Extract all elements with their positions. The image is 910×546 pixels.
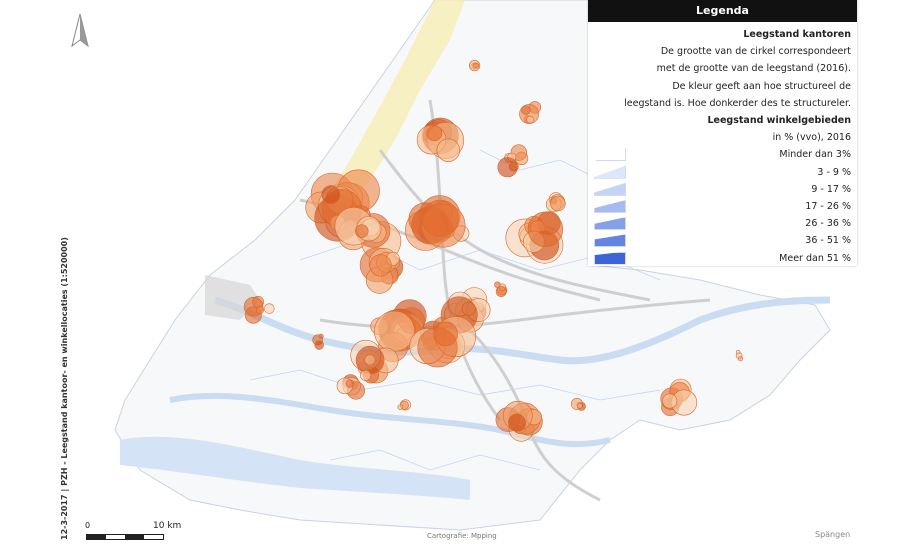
office-vacancy-circle	[314, 340, 324, 350]
office-vacancy-circle	[364, 354, 376, 366]
map-caption: 12-3-2017 | PZH - Leegstand kantoor- en …	[60, 237, 69, 540]
shops-unit: in % (vvo), 2016	[772, 132, 851, 144]
legend-swatch	[594, 251, 626, 265]
office-vacancy-circle	[495, 286, 507, 297]
office-vacancy-circle	[473, 62, 479, 69]
legend-class-label: Minder dan 3%	[779, 149, 851, 161]
offices-desc-line: De grootte van de cirkel correspondeert	[660, 46, 851, 58]
scale-label-ten: 10 km	[153, 521, 182, 531]
legend-swatch	[594, 199, 626, 213]
legend-swatch	[594, 217, 626, 231]
office-vacancy-circle	[521, 105, 531, 115]
river-oude-maas	[169, 392, 611, 448]
office-vacancy-circle	[662, 393, 678, 409]
office-vacancy-circle	[737, 356, 744, 362]
office-vacancy-circle	[374, 310, 415, 352]
legend-panel: Legenda Leegstand kantoren De grootte va…	[588, 0, 857, 266]
legend-class-label: Meer dan 51 %	[779, 252, 851, 264]
north-arrow-icon	[71, 13, 89, 48]
office-vacancy-circle	[436, 138, 460, 162]
office-vacancy-circle	[576, 402, 583, 409]
brand-logo: Spängen	[815, 530, 851, 539]
legend-class-label: 36 - 51 %	[805, 235, 851, 247]
legend-swatch	[594, 234, 626, 248]
offices-heading: Leegstand kantoren	[743, 29, 851, 40]
offices-desc-line: leegstand is. Hoe donkerder des te struc…	[624, 97, 851, 109]
dune-strip	[325, 0, 465, 210]
office-vacancy-circle	[369, 254, 392, 277]
province-land	[114, 0, 831, 531]
office-vacancy-circle	[433, 321, 458, 347]
office-vacancy-circle	[397, 404, 404, 411]
office-vacancy-circle	[355, 224, 369, 238]
legend-class-row: Meer dan 51 %	[594, 250, 851, 267]
legend-class-row: 36 - 51 %	[594, 232, 851, 249]
scale-bar	[86, 534, 164, 540]
legend-classes: Minder dan 3% 3 - 9 % 9 - 17 % 17 - 26 % 26 …	[594, 146, 851, 266]
legend-class-row: Minder dan 3%	[594, 146, 851, 163]
office-vacancy-circle	[421, 199, 459, 237]
legend-class-label: 9 - 17 %	[811, 183, 851, 195]
legend-swatch	[594, 148, 626, 162]
office-vacancy-circle	[526, 115, 534, 124]
office-vacancy-circle	[507, 413, 526, 432]
office-vacancy-circle	[426, 125, 443, 142]
legend-title: Legenda	[588, 0, 857, 22]
legend-class-row: 17 - 26 %	[594, 198, 851, 215]
office-vacancy-circle	[255, 305, 264, 314]
legend-swatch	[594, 165, 626, 179]
offices-desc-line: De kleur geeft aan hoe structureel de	[672, 80, 851, 92]
offices-desc-line: met de grootte van de leegstand (2016).	[656, 63, 851, 75]
office-vacancy-circle	[345, 379, 355, 388]
office-vacancy-circles	[243, 59, 744, 442]
haringvliet	[120, 436, 470, 500]
shops-heading: Leegstand winkelgebieden	[707, 115, 851, 127]
office-vacancy-circle	[497, 157, 518, 178]
legend-class-row: 9 - 17 %	[594, 181, 851, 198]
legend-swatch	[594, 182, 626, 196]
scale-label-zero: 0	[85, 521, 91, 530]
office-vacancy-circle	[264, 303, 275, 314]
office-vacancy-circle	[318, 333, 324, 339]
office-vacancy-circle	[321, 185, 341, 205]
legend-class-label: 3 - 9 %	[817, 166, 851, 178]
office-vacancy-circle	[550, 195, 566, 212]
legend-class-label: 26 - 36 %	[805, 218, 851, 230]
legend-class-row: 3 - 9 %	[594, 164, 851, 181]
office-vacancy-circle	[360, 369, 372, 381]
office-vacancy-circle	[527, 211, 564, 248]
map-credit: Cartografie: Mpping	[427, 532, 497, 540]
legend-class-label: 17 - 26 %	[805, 200, 851, 212]
legend-class-row: 26 - 36 %	[594, 215, 851, 232]
office-vacancy-circle	[735, 349, 741, 355]
